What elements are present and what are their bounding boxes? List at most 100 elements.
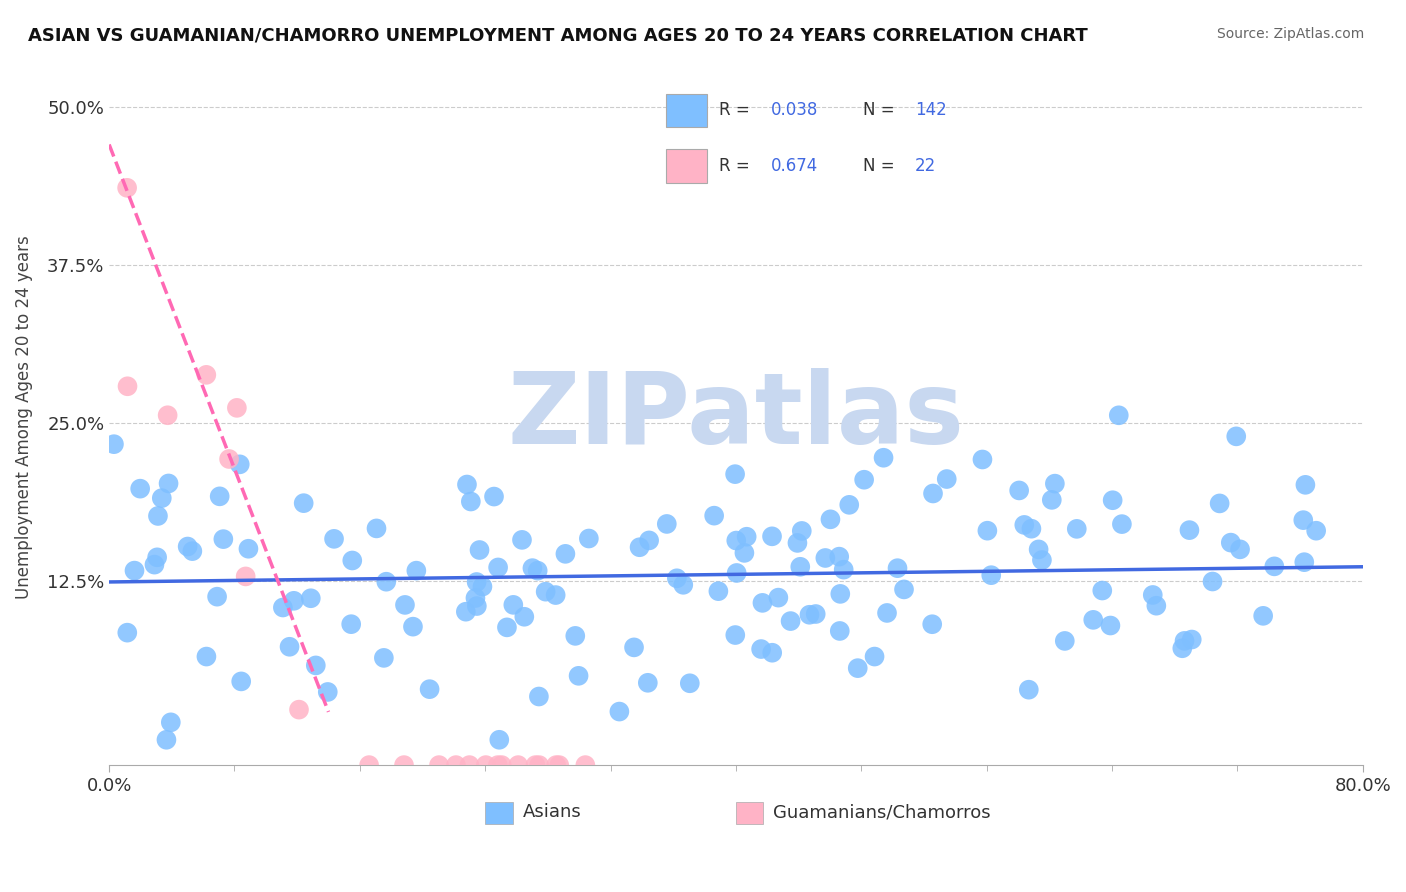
Point: [1021, 522, 1043, 536]
Point: [733, 546, 755, 560]
Y-axis label: Unemployment Among Ages 20 to 24 years: Unemployment Among Ages 20 to 24 years: [15, 235, 32, 599]
Point: [637, 675, 659, 690]
Point: [638, 533, 661, 548]
Point: [375, 574, 398, 589]
Point: [465, 599, 488, 613]
Point: [893, 582, 915, 597]
Point: [564, 629, 586, 643]
Point: [146, 508, 169, 523]
Point: [527, 690, 550, 704]
Point: [1111, 517, 1133, 532]
Point: [1018, 682, 1040, 697]
Point: [578, 532, 600, 546]
Point: [103, 437, 125, 451]
Point: [235, 569, 257, 583]
Point: [655, 516, 678, 531]
Point: [725, 533, 748, 548]
Point: [1201, 574, 1223, 589]
Point: [117, 379, 139, 393]
Point: [488, 732, 510, 747]
Point: [156, 409, 179, 423]
Point: [491, 758, 513, 772]
Text: ASIAN VS GUAMANIAN/CHAMORRO UNEMPLOYMENT AMONG AGES 20 TO 24 YEARS CORRELATION C: ASIAN VS GUAMANIAN/CHAMORRO UNEMPLOYMENT…: [28, 27, 1088, 45]
Point: [672, 578, 695, 592]
Point: [679, 676, 702, 690]
Point: [1173, 633, 1195, 648]
Point: [513, 609, 536, 624]
Point: [482, 490, 505, 504]
Point: [1142, 588, 1164, 602]
Point: [340, 617, 363, 632]
Point: [799, 607, 821, 622]
Point: [471, 580, 494, 594]
Point: [972, 452, 994, 467]
Point: [1066, 522, 1088, 536]
Point: [522, 561, 544, 575]
Point: [464, 591, 486, 605]
Point: [1031, 553, 1053, 567]
Point: [1108, 409, 1130, 423]
Point: [1294, 478, 1316, 492]
Point: [546, 758, 568, 772]
Point: [146, 550, 169, 565]
Point: [1263, 559, 1285, 574]
Point: [1225, 429, 1247, 443]
Point: [195, 368, 218, 382]
Point: [231, 674, 253, 689]
Point: [176, 540, 198, 554]
Point: [790, 524, 813, 538]
Point: [392, 758, 415, 772]
Point: [814, 551, 837, 566]
Point: [460, 494, 482, 508]
Point: [789, 559, 811, 574]
Point: [768, 591, 790, 605]
Point: [299, 591, 322, 606]
Point: [886, 561, 908, 575]
Point: [1181, 632, 1204, 647]
Point: [665, 571, 688, 585]
Point: [820, 512, 842, 526]
Point: [1219, 535, 1241, 549]
Point: [703, 508, 725, 523]
Point: [786, 536, 808, 550]
Point: [548, 758, 571, 772]
Text: Source: ZipAtlas.com: Source: ZipAtlas.com: [1216, 27, 1364, 41]
Point: [1294, 555, 1316, 569]
Text: Asians: Asians: [523, 804, 582, 822]
Bar: [485, 802, 513, 824]
Point: [830, 587, 852, 601]
Point: [1171, 641, 1194, 656]
Point: [486, 560, 509, 574]
Point: [205, 590, 228, 604]
Point: [458, 758, 481, 772]
Point: [1091, 583, 1114, 598]
Point: [444, 758, 467, 772]
Point: [405, 564, 427, 578]
Point: [761, 529, 783, 543]
Point: [305, 658, 328, 673]
Point: [218, 452, 240, 467]
Point: [150, 491, 173, 505]
Point: [524, 758, 547, 772]
Point: [863, 649, 886, 664]
Point: [804, 607, 827, 621]
Point: [846, 661, 869, 675]
Point: [502, 598, 524, 612]
Point: [366, 521, 388, 535]
Point: [208, 489, 231, 503]
Point: [124, 564, 146, 578]
Point: [628, 540, 651, 554]
Point: [922, 486, 945, 500]
Point: [143, 558, 166, 572]
Point: [779, 614, 801, 628]
Point: [456, 477, 478, 491]
Point: [761, 646, 783, 660]
Point: [278, 640, 301, 654]
Point: [1101, 493, 1123, 508]
Point: [283, 594, 305, 608]
Point: [496, 620, 519, 634]
Point: [508, 758, 530, 772]
Point: [468, 543, 491, 558]
Point: [1229, 542, 1251, 557]
Point: [876, 606, 898, 620]
